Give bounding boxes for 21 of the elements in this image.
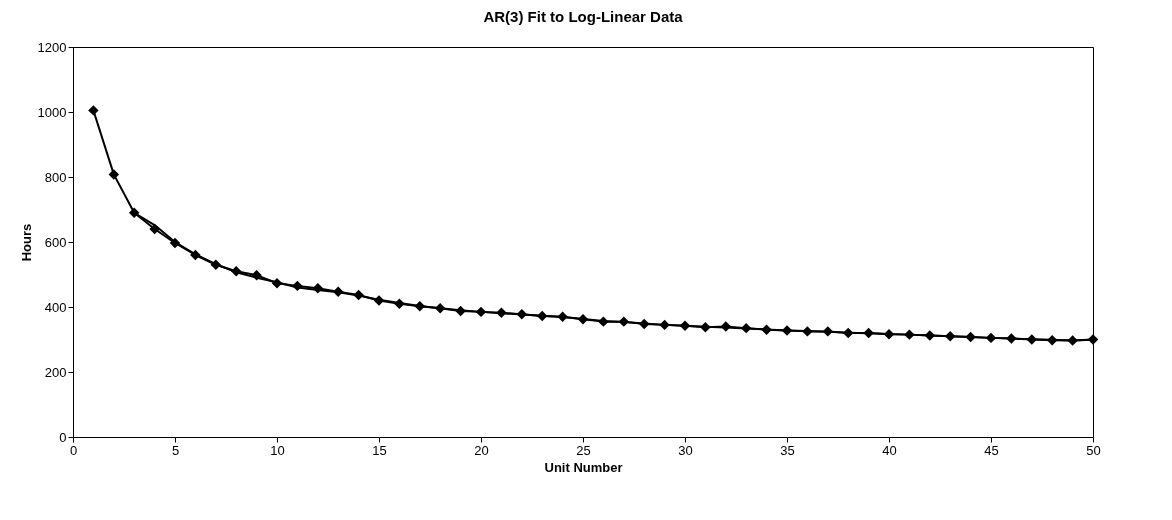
y-tick-label: 600 [44, 234, 67, 250]
y-tick-label: 1200 [37, 39, 67, 55]
y-tick-label: 200 [44, 364, 67, 380]
x-tick-label: 30 [678, 442, 693, 458]
x-tick-label: 5 [171, 442, 180, 458]
y-axis-title: Hours [18, 223, 34, 262]
y-tick-label: 800 [44, 169, 67, 185]
chart-title: AR(3) Fit to Log-Linear Data [483, 8, 684, 25]
x-tick-label: 40 [882, 442, 897, 458]
y-tick-label: 1000 [37, 104, 67, 120]
x-tick-label: 10 [270, 442, 285, 458]
x-tick-label: 0 [69, 442, 78, 458]
y-tick-label: 400 [44, 299, 67, 315]
x-tick-label: 45 [984, 442, 999, 458]
x-tick-label: 50 [1086, 442, 1101, 458]
x-tick-label: 20 [474, 442, 489, 458]
x-axis-title: Unit Number [544, 459, 623, 475]
y-tick-label: 0 [59, 429, 67, 445]
x-tick-label: 35 [780, 442, 795, 458]
x-tick-label: 15 [372, 442, 387, 458]
x-tick-label: 25 [576, 442, 591, 458]
